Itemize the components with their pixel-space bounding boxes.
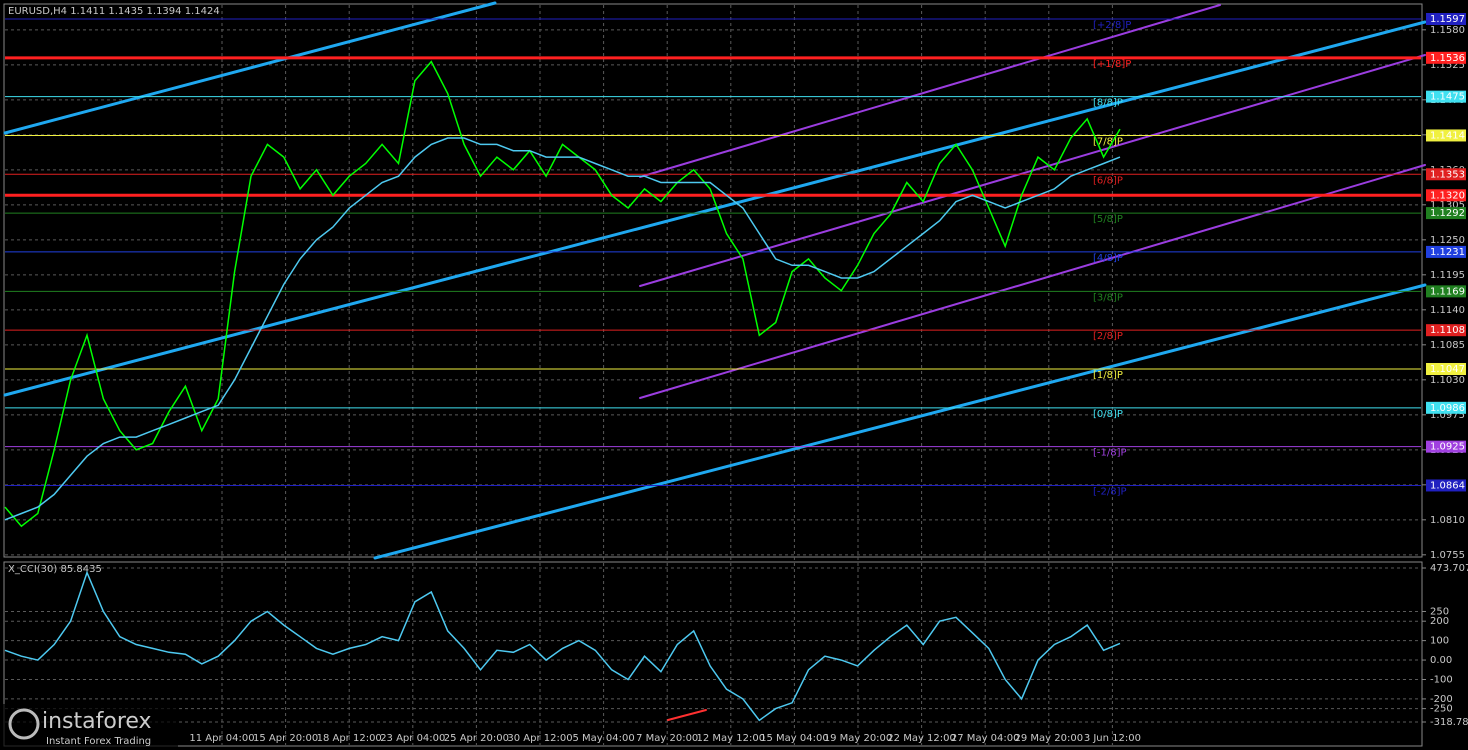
x-tick-label: 19 May 20:00 (824, 733, 893, 744)
logo-name: instaforex (42, 709, 152, 734)
level-label-bg (1426, 401, 1466, 414)
cci-title: X_CCI(30) 85.8435 (8, 564, 102, 575)
y-tick-label: 1.1525 (1430, 60, 1465, 71)
x-tick-label: 25 Apr 20:00 (444, 733, 509, 744)
level-label-bg (1426, 129, 1466, 142)
level-label: 1.1536 (1430, 53, 1465, 64)
level-label-bg (1426, 189, 1466, 202)
cci-frame (3, 561, 1423, 747)
y-tick-label: 1.1580 (1430, 25, 1465, 36)
y-tick-label: 1.1195 (1430, 270, 1465, 281)
y-tick-label: 1.0975 (1430, 410, 1465, 421)
level-tag: [-1/8]P (1093, 448, 1127, 459)
x-tick-label: 7 May 20:00 (636, 733, 698, 744)
level-label: 1.1108 (1430, 325, 1465, 336)
y-tick-label: 100 (1430, 636, 1449, 647)
channel-line (639, 164, 1426, 399)
y-tick-label: 1.1085 (1430, 340, 1465, 351)
level-label: 1.0864 (1430, 480, 1465, 491)
level-label-bg (1426, 479, 1466, 492)
series-line (4, 60, 1121, 528)
level-tag: [6/8]P (1093, 175, 1123, 186)
x-tick-label: 12 May 12:00 (697, 733, 766, 744)
level-tag: [5/8]P (1093, 214, 1123, 225)
level-label-bg (1426, 51, 1466, 64)
logo-slogan: Instant Forex Trading (46, 736, 151, 747)
level-label: 1.1475 (1430, 92, 1465, 103)
level-label-bg (1426, 440, 1466, 453)
level-label-bg (1426, 13, 1466, 25)
x-tick-label: 11 Apr 04:00 (189, 733, 254, 744)
level-label: 1.1414 (1430, 130, 1465, 141)
y-tick-label: 1.0755 (1430, 550, 1465, 561)
level-label: 1.1169 (1430, 286, 1465, 297)
y-tick-label: -318.786 (1430, 717, 1468, 728)
x-tick-label: 29 May 20:00 (1015, 733, 1084, 744)
level-label-bg (1426, 363, 1466, 375)
level-tag: [4/8]P (1093, 253, 1123, 264)
x-tick-label: 23 Apr 04:00 (380, 733, 445, 744)
y-tick-label: -100 (1430, 674, 1453, 685)
level-label: 1.1320 (1430, 190, 1465, 201)
level-tag: [7/8]P (1093, 136, 1123, 147)
y-tick-label: 1.1250 (1430, 235, 1465, 246)
level-label: 1.1047 (1430, 364, 1465, 375)
y-tick-label: 1.0810 (1430, 515, 1465, 526)
x-tick-label: 15 Apr 20:00 (253, 733, 318, 744)
level-label: 1.1597 (1430, 14, 1465, 25)
level-label: 1.1231 (1430, 247, 1465, 258)
series-line (4, 137, 1121, 521)
x-tick-label: 3 Jun 12:00 (1084, 733, 1141, 744)
y-tick-label: 473.707 (1430, 563, 1468, 574)
y-tick-label: 1.1140 (1430, 305, 1465, 316)
y-tick-label: -200 (1430, 694, 1453, 705)
logo-icon (8, 708, 40, 740)
y-tick-label: 200 (1430, 616, 1449, 627)
level-label-bg (1426, 245, 1466, 258)
y-tick-label: 250 (1430, 606, 1449, 617)
level-label-bg (1426, 207, 1466, 220)
level-tag: [+2/8]P (1093, 20, 1131, 31)
x-tick-label: 5 May 04:00 (572, 733, 634, 744)
level-tag: [0/8]P (1093, 409, 1123, 420)
level-label-bg (1426, 324, 1466, 337)
x-tick-label: 18 Apr 12:00 (317, 733, 382, 744)
trend-lines (3, 1, 1427, 721)
channel-line (639, 4, 1221, 178)
x-tick-label: 15 May 04:00 (760, 733, 829, 744)
level-label-bg (1426, 285, 1466, 298)
level-label: 1.1353 (1430, 169, 1465, 180)
level-label-bg (1426, 90, 1466, 103)
x-tick-label: 22 May 12:00 (887, 733, 956, 744)
level-tag: [8/8]P (1093, 98, 1123, 109)
level-tag: [2/8]P (1093, 331, 1123, 342)
level-label: 1.1292 (1430, 208, 1465, 219)
y-tick-label: -250 (1430, 704, 1453, 715)
level-tag: [3/8]P (1093, 292, 1123, 303)
level-label: 1.0986 (1430, 403, 1465, 414)
level-label-bg (1426, 168, 1466, 181)
chart-title: EURUSD,H4 1.1411 1.1435 1.1394 1.1424 (8, 6, 220, 17)
trend-line (3, 1, 497, 135)
x-tick-label: 30 Apr 12:00 (507, 733, 572, 744)
y-tick-label: 1.1305 (1430, 200, 1465, 211)
level-tag: [-2/8]P (1093, 486, 1127, 497)
trend-line (3, 20, 1427, 397)
x-tick-label: 27 May 04:00 (951, 733, 1020, 744)
y-tick-label: 0.00 (1430, 655, 1452, 666)
series-line (4, 570, 1121, 722)
main-frame (3, 3, 1423, 558)
level-tag: [+1/8]P (1093, 59, 1131, 70)
level-label: 1.0925 (1430, 442, 1465, 453)
divergence-line (667, 709, 707, 721)
logo: instaforex Instant Forex Trading (2, 704, 178, 748)
level-tag: [1/8]P (1093, 370, 1123, 381)
y-tick-label: 1.1030 (1430, 375, 1465, 386)
